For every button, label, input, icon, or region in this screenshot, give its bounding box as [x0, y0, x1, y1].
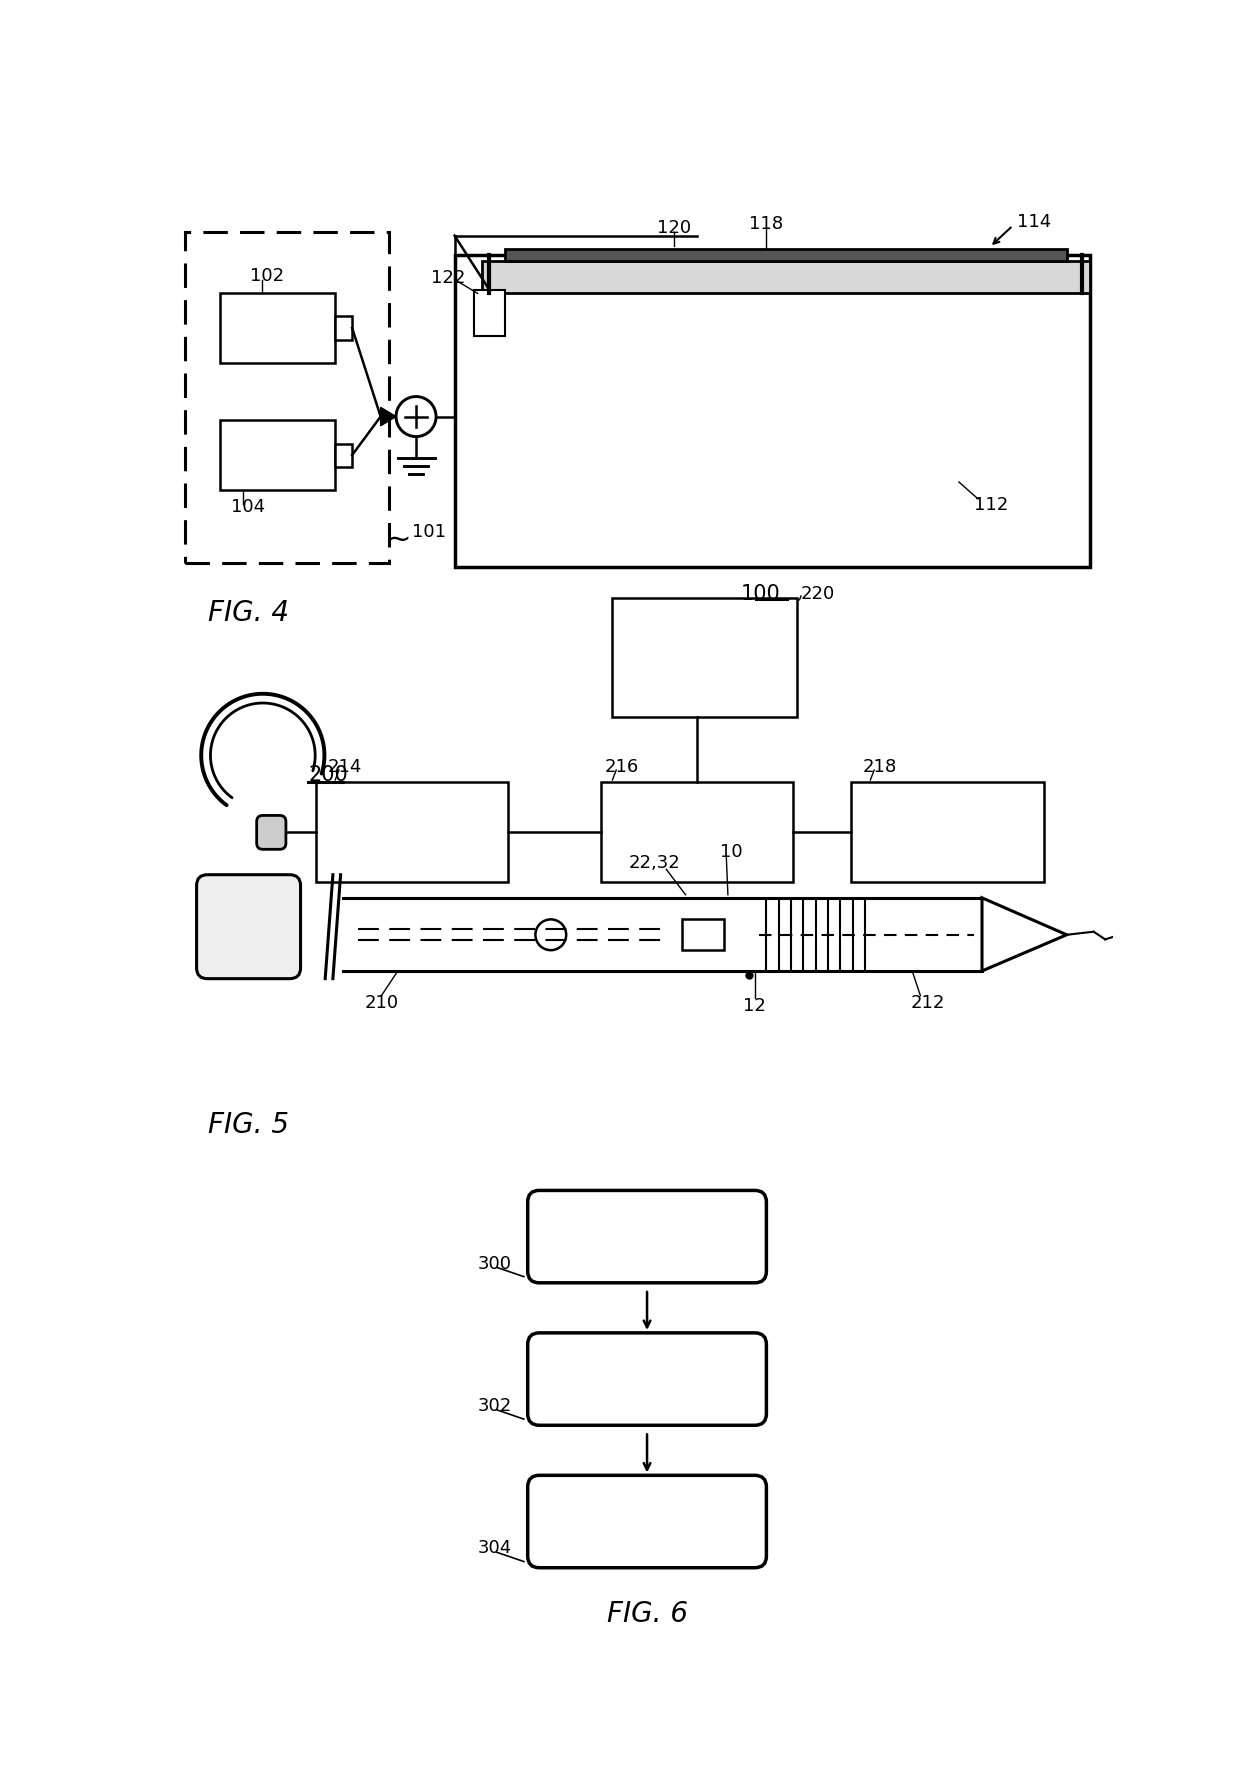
- Bar: [335, 317, 352, 340]
- Bar: [682, 919, 724, 951]
- Bar: [219, 420, 335, 491]
- Text: 104: 104: [231, 498, 265, 515]
- Bar: [185, 232, 389, 563]
- Text: 300: 300: [477, 1254, 512, 1273]
- Bar: [601, 783, 794, 882]
- Text: 210: 210: [365, 994, 398, 1013]
- FancyBboxPatch shape: [197, 875, 300, 979]
- Bar: [474, 289, 505, 336]
- FancyBboxPatch shape: [257, 815, 286, 850]
- Text: 122: 122: [432, 269, 466, 287]
- Bar: [481, 260, 1090, 294]
- Bar: [335, 443, 352, 466]
- Text: 200: 200: [309, 765, 348, 785]
- Text: 114: 114: [1017, 213, 1050, 230]
- Text: 212: 212: [911, 994, 945, 1013]
- Text: FIG. 6: FIG. 6: [606, 1599, 687, 1628]
- Bar: [851, 783, 1044, 882]
- Text: 304: 304: [477, 1539, 512, 1557]
- Bar: [613, 597, 797, 717]
- Bar: [219, 294, 335, 363]
- Text: 12: 12: [744, 997, 766, 1015]
- FancyBboxPatch shape: [528, 1475, 766, 1567]
- Text: 216: 216: [605, 758, 639, 776]
- Text: 102: 102: [250, 267, 285, 285]
- Text: 101: 101: [412, 522, 446, 542]
- FancyBboxPatch shape: [528, 1190, 766, 1282]
- Text: 118: 118: [749, 214, 784, 234]
- Text: 302: 302: [477, 1397, 512, 1415]
- FancyBboxPatch shape: [528, 1334, 766, 1426]
- Text: 120: 120: [657, 220, 691, 237]
- Bar: [455, 255, 1090, 567]
- Text: 10: 10: [720, 843, 743, 861]
- Text: 220: 220: [801, 584, 836, 602]
- Text: 100: 100: [740, 584, 780, 604]
- Text: FIG. 5: FIG. 5: [208, 1110, 289, 1139]
- Text: ~: ~: [386, 526, 412, 554]
- Text: 214: 214: [327, 758, 362, 776]
- Bar: [505, 248, 1066, 260]
- Text: 22,32: 22,32: [629, 854, 681, 871]
- Text: 218: 218: [863, 758, 897, 776]
- Text: 112: 112: [975, 496, 1008, 514]
- Bar: [316, 783, 508, 882]
- Polygon shape: [381, 407, 396, 425]
- Text: FIG. 4: FIG. 4: [208, 599, 289, 627]
